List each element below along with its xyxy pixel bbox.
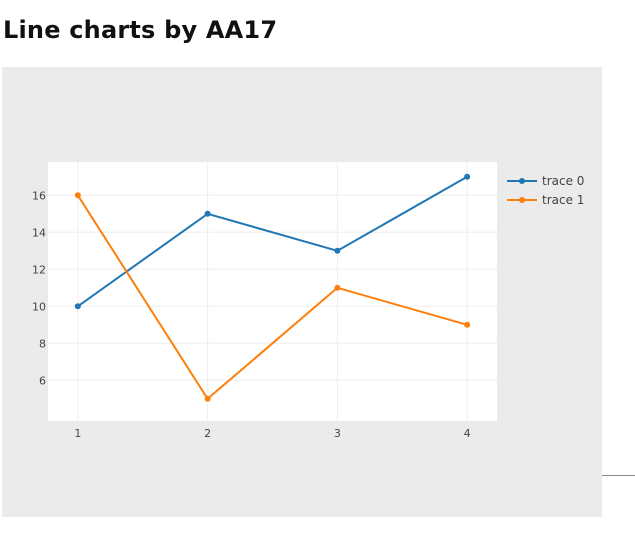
- y-tick-label: 6: [39, 374, 46, 387]
- x-tick-label: 1: [74, 427, 81, 440]
- legend-label: trace 1: [542, 193, 584, 207]
- legend-item-1[interactable]: trace 1: [507, 193, 584, 207]
- legend-label: trace 0: [542, 174, 584, 188]
- y-tick-label: 12: [32, 263, 46, 276]
- series-line-0: [77, 175, 468, 308]
- chart-container: 1 2 3 4 6 8 10 12 14 16 trace 0 trace 1: [2, 67, 602, 517]
- data-point-1-1[interactable]: [204, 395, 211, 402]
- legend-marker-swatch: [519, 197, 525, 203]
- page-title: Line charts by AA17: [3, 16, 278, 44]
- data-point-0-0[interactable]: [74, 303, 81, 310]
- x-tick-label: 4: [464, 427, 471, 440]
- x-tick-label: 3: [334, 427, 341, 440]
- legend: trace 0 trace 1: [507, 174, 584, 207]
- y-tick-label: 16: [32, 189, 46, 202]
- y-tick-label: 10: [32, 300, 46, 313]
- x-tick-label: 2: [204, 427, 211, 440]
- divider-line: [602, 475, 635, 476]
- data-point-1-2[interactable]: [334, 284, 341, 291]
- data-point-0-2[interactable]: [334, 247, 341, 254]
- y-tick-label: 14: [32, 226, 46, 239]
- data-point-0-3[interactable]: [464, 173, 471, 180]
- legend-marker-swatch: [519, 178, 525, 184]
- y-tick-label: 8: [39, 337, 46, 350]
- data-point-1-0[interactable]: [74, 192, 81, 199]
- series-line-1: [77, 194, 468, 400]
- plot-area: [48, 162, 497, 421]
- legend-item-0[interactable]: trace 0: [507, 174, 584, 188]
- series-lines: [74, 173, 471, 402]
- data-point-0-1[interactable]: [204, 210, 211, 217]
- data-point-1-3[interactable]: [464, 321, 471, 328]
